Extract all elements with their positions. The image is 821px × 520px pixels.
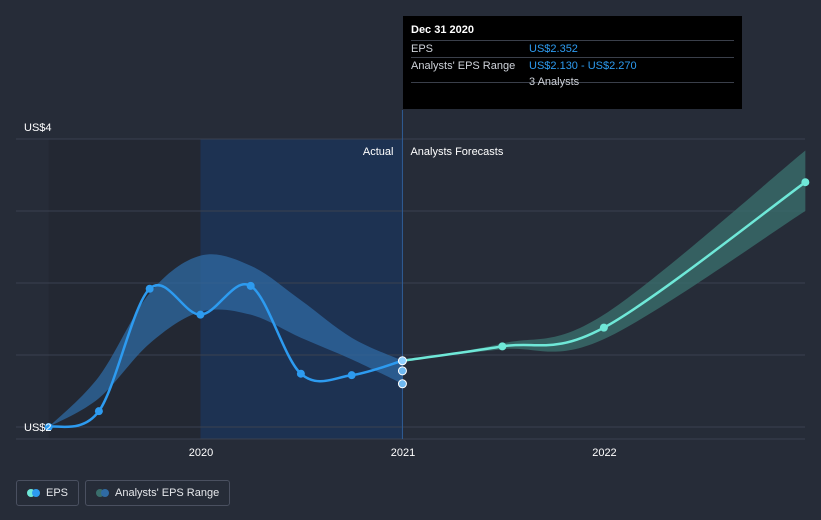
y-axis-bottom-label: US$2 [24, 422, 52, 434]
forecast-point [801, 178, 810, 187]
tooltip: Dec 31 2020 EPS US$2.352 Analysts' EPS R… [403, 16, 742, 109]
forecast-range-band [402, 150, 806, 361]
tooltip-range-value: US$2.130 - US$2.270 [529, 60, 637, 72]
forecast-point [599, 323, 608, 332]
legend-eps-button[interactable]: EPS [16, 480, 80, 506]
eps-point [145, 284, 154, 293]
eps-point [296, 369, 305, 378]
tooltip-eps-label: EPS [411, 43, 434, 55]
eps-point [44, 423, 53, 431]
eps-range-band [48, 254, 403, 427]
legend-range-label: Analysts' EPS Range [115, 487, 220, 499]
x-tick-label: 2022 [592, 447, 616, 459]
tooltip-row-range: Analysts' EPS Range US$2.130 - US$2.270 … [411, 57, 734, 88]
eps-point [347, 371, 356, 380]
x-tick-label: 2020 [189, 447, 213, 459]
legend: EPS Analysts' EPS Range [16, 480, 231, 506]
actual-label: Actual [363, 146, 394, 158]
legend-eps-label: EPS [46, 487, 69, 499]
forecast-line [402, 181, 807, 362]
tooltip-eps-value: US$2.352 [529, 43, 578, 55]
eps-swatch-icon [27, 489, 40, 497]
highlight-point [397, 379, 407, 389]
eps-point [246, 281, 255, 290]
highlight-point [397, 356, 407, 366]
forecast-point [498, 342, 507, 351]
range-swatch-icon [96, 489, 110, 497]
eps-point [196, 310, 205, 319]
tooltip-analysts-count: 3 Analysts [529, 76, 580, 88]
tooltip-row-eps: EPS US$2.352 [411, 40, 734, 57]
eps-point [94, 407, 103, 416]
tooltip-range-label: Analysts' EPS Range [411, 60, 516, 72]
highlight-point [397, 366, 407, 376]
eps-line [48, 283, 403, 429]
x-tick-label: 2021 [391, 447, 415, 459]
tooltip-range-block: US$2.130 - US$2.270 3 Analysts [529, 58, 637, 88]
forecast-label: Analysts Forecasts [410, 146, 503, 158]
legend-range-button[interactable]: Analysts' EPS Range [85, 480, 231, 506]
y-axis-top-label: US$4 [24, 122, 52, 134]
tooltip-date: Dec 31 2020 [411, 24, 474, 36]
